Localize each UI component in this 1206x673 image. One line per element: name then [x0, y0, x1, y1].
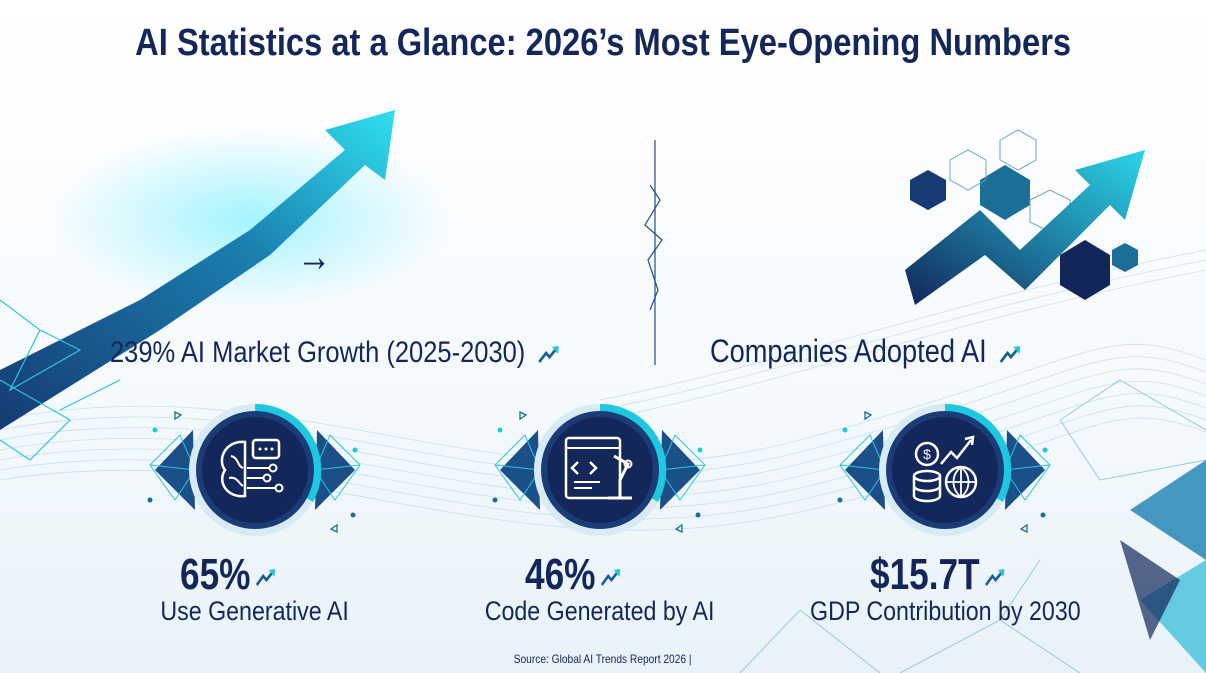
stat-value-text: 65% — [180, 550, 251, 599]
stat-value-text: $15.7T — [870, 550, 980, 599]
market-growth-caption: 239% AI Market Growth (2025-2030) — [110, 336, 639, 370]
code-robot-arm-icon — [492, 403, 706, 536]
trend-up-icon — [985, 569, 1005, 587]
trend-up-icon — [255, 569, 276, 587]
trend-up-icon — [1000, 345, 1021, 363]
stat-value-text: 46% — [525, 550, 596, 599]
svg-text:$: $ — [923, 446, 931, 462]
page-title: AI Statistics at a Glance: 2026’s Most E… — [0, 22, 1206, 65]
adoption-caption-text: Companies Adopted AI — [710, 333, 987, 369]
market-to-value: $827B — [337, 201, 569, 317]
source-text: Source: Global AI Trends Report 2026 | — [514, 652, 692, 666]
stat-label: Use Generative AI — [95, 596, 415, 627]
stat-label: GDP Contribution by 2030 — [785, 596, 1105, 627]
divider-line — [644, 140, 663, 365]
market-growth-text: 239% AI Market Growth (2025-2030) — [110, 336, 526, 369]
trend-up-icon — [538, 346, 559, 364]
page-title-text: AI Statistics at a Glance: 2026’s Most E… — [135, 22, 1071, 64]
adoption-value: 72% — [708, 198, 902, 330]
trend-up-icon — [600, 569, 621, 587]
adoption-figure: 72% — [708, 196, 944, 332]
stat-value: 46% — [525, 550, 645, 600]
stat-label-text: Code Generated by AI — [485, 596, 715, 626]
arrow-right-icon: → — [297, 231, 331, 281]
stat-value: $15.7T — [870, 550, 1039, 600]
polygon-mesh-bottom-right — [739, 379, 1206, 673]
brain-chat-icon — [147, 403, 361, 536]
adoption-caption: Companies Adopted AI — [710, 333, 1076, 370]
market-size-figure: $244B →$827B — [58, 200, 713, 319]
growth-arrow-left — [0, 110, 450, 461]
stat-label-text: GDP Contribution by 2030 — [809, 596, 1081, 626]
market-from-value: $244B — [58, 201, 290, 317]
stat-value: 65% — [180, 550, 300, 600]
stat-label-text: Use Generative AI — [160, 596, 350, 626]
stat-label: Code Generated by AI — [440, 596, 760, 627]
coins-globe-growth-icon: $ — [837, 403, 1051, 536]
source-note: Source: Global AI Trends Report 2026 | — [0, 652, 1206, 666]
growth-arrow-right — [905, 129, 1145, 305]
